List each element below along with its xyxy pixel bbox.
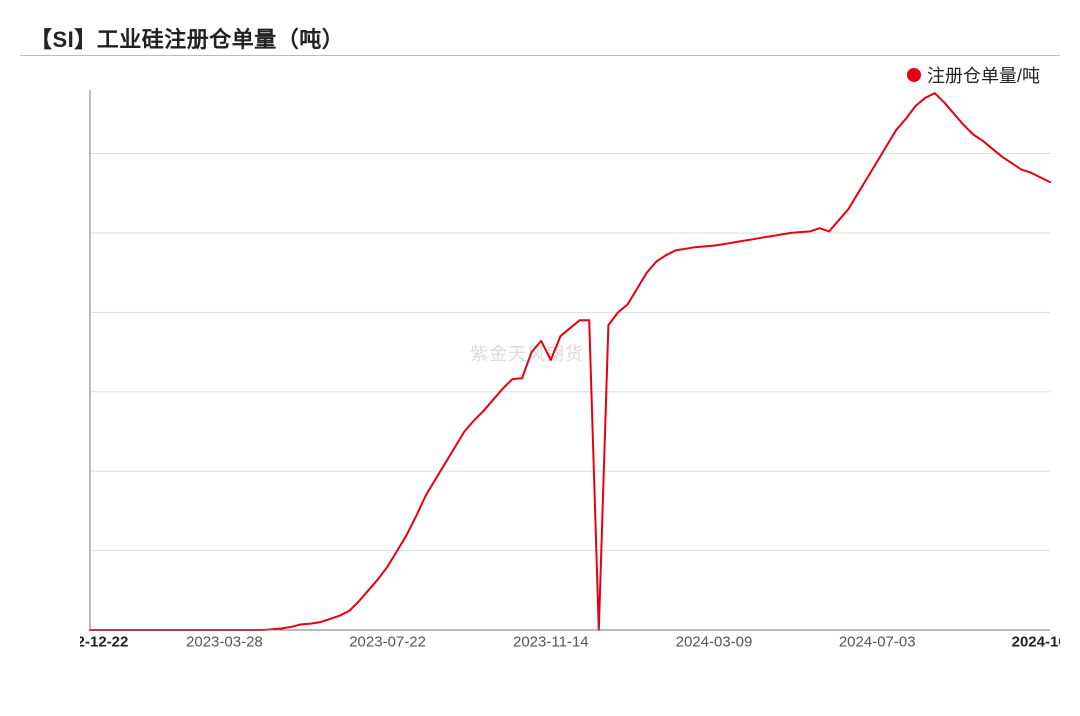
x-tick-label: 2023-11-14 <box>513 633 589 650</box>
chart-container: 【SI】工业硅注册仓单量（吨） 注册仓单量/吨 紫金天风期货 0.0005000… <box>0 0 1080 716</box>
chart-plot: 0.00050000100000150000200000250000300000… <box>80 90 1060 650</box>
gridlines <box>90 154 1050 630</box>
title-underline <box>20 55 1060 56</box>
legend-marker-icon <box>907 68 921 82</box>
x-tick-label: 2023-07-22 <box>349 633 426 650</box>
x-tick-label: 2024-07-03 <box>839 633 916 650</box>
x-tick-label: 2024-10-25 <box>1012 633 1060 650</box>
x-axis-labels: 2022-12-22 2023-03-28 2023-07-22 2023-11-14… <box>80 633 1060 650</box>
legend: 注册仓单量/吨 <box>907 62 1040 88</box>
plot-frame <box>90 90 1050 630</box>
series-group <box>90 93 1050 630</box>
x-tick-label: 2024-03-09 <box>676 633 753 650</box>
series-line <box>90 93 1050 630</box>
legend-label: 注册仓单量/吨 <box>927 62 1040 88</box>
chart-title: 【SI】工业硅注册仓单量（吨） <box>30 22 344 54</box>
x-tick-label: 2023-03-28 <box>186 633 263 650</box>
x-tick-label: 2022-12-22 <box>80 633 128 650</box>
